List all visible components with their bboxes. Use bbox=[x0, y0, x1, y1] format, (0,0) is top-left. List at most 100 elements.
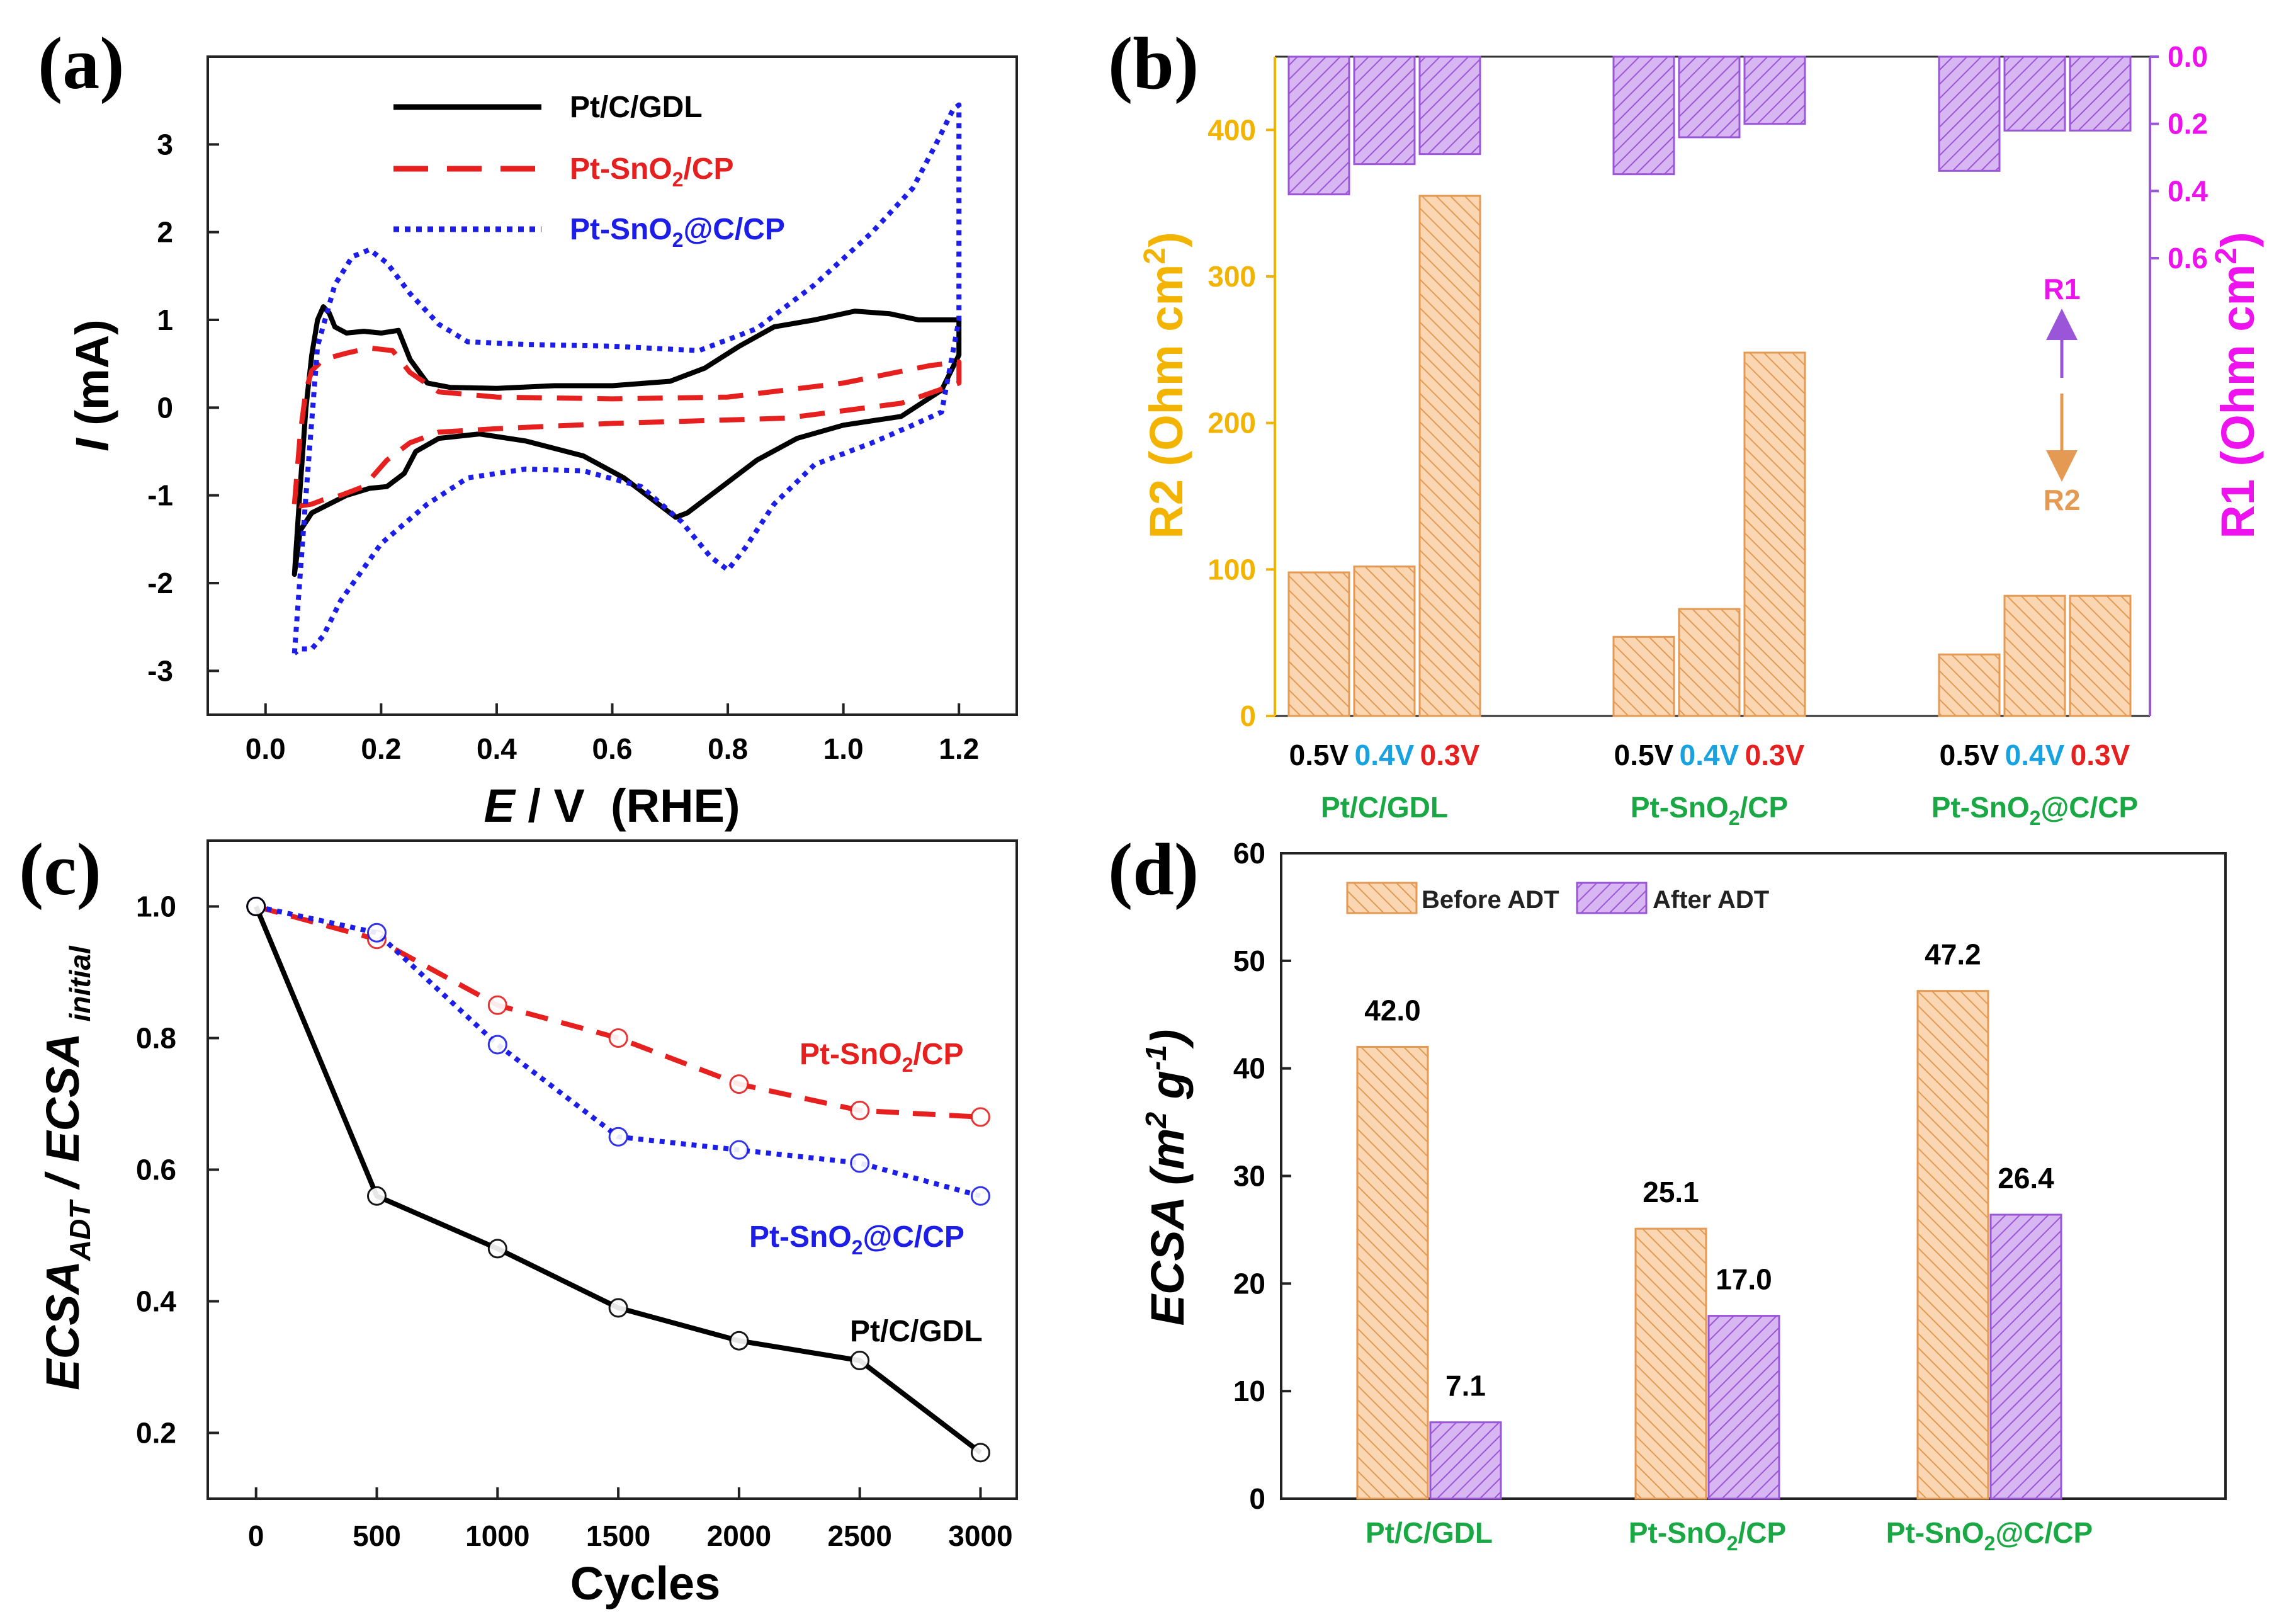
x-tick-label: 1500 bbox=[586, 1519, 650, 1552]
r2-bar bbox=[2069, 594, 2132, 717]
x-tick-label: 0.6 bbox=[592, 732, 633, 765]
before-adt-bar bbox=[1356, 1046, 1429, 1500]
panel-d-bars: 42.0 7.1 25.1 17.0 47.2 26.4 bbox=[1356, 938, 2062, 1500]
series-label: Pt-SnO2@C/CP bbox=[749, 1220, 964, 1259]
panel-c-series bbox=[246, 897, 990, 1463]
y-tick-label: 2 bbox=[157, 216, 173, 249]
panel-a-label: (a) bbox=[38, 22, 125, 105]
retention-point bbox=[729, 1331, 749, 1351]
y-tick-label: 20 bbox=[1233, 1267, 1265, 1300]
retention-point bbox=[487, 995, 507, 1015]
r2-bar bbox=[2003, 594, 2066, 717]
panel-b-right-ticks: 0.0 0.2 0.4 0.6 bbox=[2150, 40, 2208, 275]
panel-a-y-ticks: -3 -2 -1 0 1 2 3 bbox=[147, 128, 219, 687]
right-tick-label: 0.4 bbox=[2168, 174, 2208, 207]
retention-point bbox=[850, 1153, 870, 1173]
after-adt-bar bbox=[1429, 1421, 1502, 1500]
x-tick-label: 0 bbox=[248, 1519, 264, 1552]
x-tick-label: 1.0 bbox=[823, 732, 864, 765]
before-adt-bar bbox=[1916, 990, 1989, 1500]
r1-bar bbox=[1612, 55, 1675, 176]
r2-bar bbox=[1938, 653, 2001, 717]
retention-point bbox=[608, 1298, 628, 1318]
y-tick-label: 0 bbox=[157, 391, 173, 424]
y-tick-label: 3 bbox=[157, 128, 173, 161]
y-tick-label: -2 bbox=[147, 567, 173, 599]
panel-c-series-labels: Pt-SnO2/CP Pt-SnO2@C/CP Pt/C/GDL bbox=[749, 1038, 983, 1348]
r2-bar bbox=[1353, 565, 1416, 717]
panel-d-y-ticks: 0 10 20 30 40 50 60 bbox=[1233, 837, 1291, 1515]
after-adt-value-label: 17.0 bbox=[1716, 1263, 1772, 1296]
after-adt-bar bbox=[1707, 1315, 1780, 1500]
group-label: Pt-SnO2/CP bbox=[1631, 791, 1788, 829]
retention-line bbox=[254, 905, 982, 1455]
panel-c-y-axis-label: ECSAADT / ECSA initial bbox=[37, 945, 96, 1390]
series-label: Pt-SnO2/CP bbox=[800, 1038, 963, 1076]
after-adt-value-label: 7.1 bbox=[1445, 1370, 1486, 1402]
panel-d-legend: Before ADT After ADT bbox=[1346, 882, 1769, 914]
retention-point bbox=[487, 1035, 507, 1055]
y-tick-label: 1.0 bbox=[136, 890, 176, 923]
series-label: Pt/C/GDL bbox=[850, 1315, 983, 1348]
retention-point bbox=[246, 897, 266, 916]
y-tick-label: 10 bbox=[1233, 1375, 1265, 1407]
panel-d-y-axis-label: ECSA (m2 g-1) bbox=[1140, 1030, 1194, 1326]
y-tick-label: 0.4 bbox=[136, 1285, 176, 1318]
retention-point bbox=[970, 1186, 990, 1206]
x-tick-label: 3000 bbox=[948, 1519, 1012, 1552]
right-tick-label: 0.2 bbox=[2168, 108, 2208, 140]
x-tick-label: 500 bbox=[353, 1519, 401, 1552]
y-tick-label: 0 bbox=[1249, 1482, 1265, 1515]
panel-a-y-axis-label: I (mA) bbox=[66, 319, 118, 451]
panel-a-legend: Pt/C/GDL Pt-SnO2/CP Pt-SnO2@C/CP bbox=[393, 91, 785, 251]
r1-bar bbox=[1743, 55, 1806, 125]
voltage-label: 0.3V bbox=[1420, 739, 1480, 771]
left-tick-label: 100 bbox=[1207, 553, 1256, 586]
retention-point bbox=[487, 1239, 507, 1259]
retention-point bbox=[850, 1100, 870, 1120]
panel-a-x-ticks: 0.0 0.2 0.4 0.6 0.8 1.0 1.2 bbox=[246, 703, 979, 765]
retention-point bbox=[367, 923, 387, 943]
panel-a-x-axis-label: E / V (RHE) bbox=[484, 780, 740, 832]
panel-b-right-axis-label: R1 (Ohm cm2) bbox=[2210, 232, 2264, 538]
x-tick-label: 2500 bbox=[827, 1519, 891, 1552]
y-tick-label: 0.8 bbox=[136, 1022, 176, 1055]
legend-label-pt-sno2-cp: Pt-SnO2/CP bbox=[570, 152, 733, 191]
left-tick-label: 300 bbox=[1207, 260, 1256, 293]
legend-label-after-adt: After ADT bbox=[1653, 886, 1769, 914]
cv-curve-pt-c-gdl bbox=[291, 304, 962, 577]
x-tick-label: 2000 bbox=[707, 1519, 771, 1552]
x-tick-label: 0.2 bbox=[361, 732, 401, 765]
panel-c: (c) 0 500 1000 1500 2000 2500 3000 0.20.40.60.… bbox=[19, 828, 1018, 1610]
r1-bar bbox=[1678, 55, 1741, 139]
x-tick-label: 0.8 bbox=[708, 732, 748, 765]
legend-swatch-after-adt bbox=[1576, 882, 1648, 914]
group-label: Pt/C/GDL bbox=[1321, 791, 1448, 824]
before-adt-value-label: 25.1 bbox=[1643, 1176, 1699, 1208]
voltage-label: 0.5V bbox=[1289, 739, 1349, 771]
legend-swatch-before-adt bbox=[1346, 882, 1418, 914]
panel-c-label: (c) bbox=[19, 828, 101, 911]
category-label: Pt/C/GDL bbox=[1366, 1516, 1493, 1549]
x-tick-label: 0.4 bbox=[477, 732, 517, 765]
panel-c-x-axis-label: Cycles bbox=[570, 1557, 721, 1610]
cv-curve-pt-sno2-c-cp bbox=[291, 102, 962, 656]
annotation-r2: R2 bbox=[2044, 484, 2081, 516]
legend-label-before-adt: Before ADT bbox=[1422, 886, 1559, 914]
r1-bar bbox=[1287, 55, 1350, 196]
voltage-label: 0.3V bbox=[1745, 739, 1805, 771]
r2-bar bbox=[1743, 351, 1806, 717]
retention-point bbox=[608, 1028, 628, 1048]
panel-d: (d) 0 10 20 30 40 50 60 42.0 7.1 25.1 17.0 47.2 26.… bbox=[1108, 828, 2227, 1555]
r1-bar bbox=[2069, 55, 2132, 132]
cv-curve-pt-sno2-cp bbox=[291, 345, 962, 509]
retention-point bbox=[970, 1107, 990, 1127]
voltage-label: 0.4V bbox=[1355, 739, 1415, 771]
retention-point bbox=[608, 1127, 628, 1147]
panel-c-x-ticks: 0 500 1000 1500 2000 2500 3000 bbox=[248, 1487, 1013, 1552]
voltage-label: 0.5V bbox=[1614, 739, 1674, 771]
legend-label-pt-c-gdl: Pt/C/GDL bbox=[570, 91, 703, 124]
